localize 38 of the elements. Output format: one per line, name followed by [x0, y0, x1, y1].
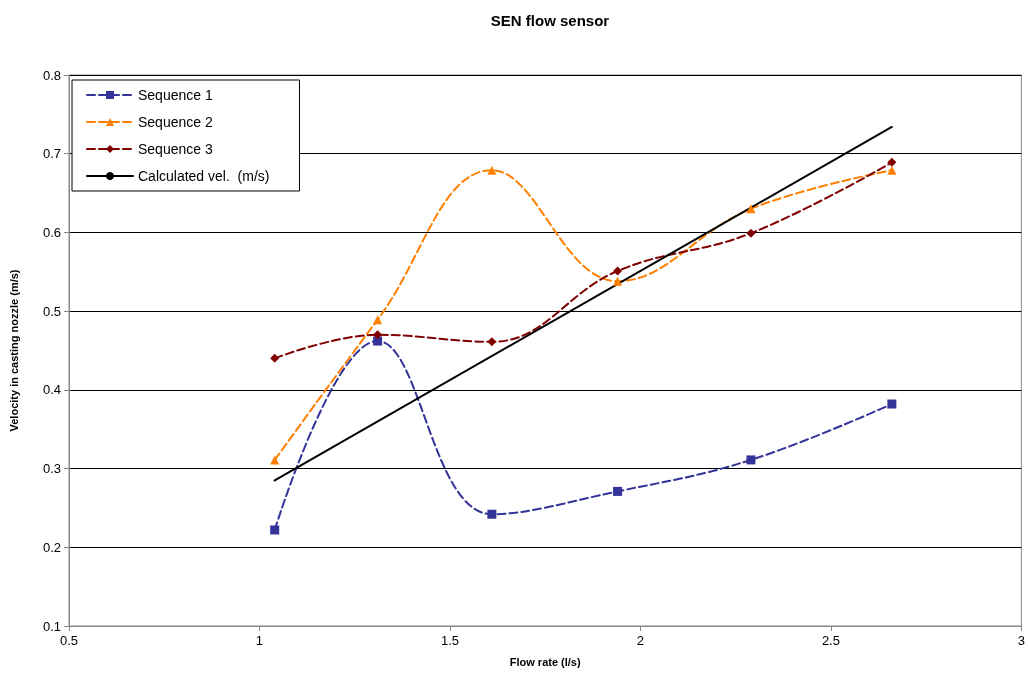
x-tick-label: 1: [255, 633, 264, 648]
x-tick-label: 2: [636, 633, 645, 648]
y-tick-label: 0.2: [42, 539, 61, 555]
point: [270, 525, 280, 535]
point: [270, 353, 280, 363]
y-tick-label: 0.1: [42, 618, 61, 634]
point: [746, 228, 756, 238]
y-tick-label: 0.7: [42, 146, 61, 162]
x-axis-title: Flow rate (l/s): [509, 655, 581, 668]
legend-label: Sequence 2: [138, 114, 213, 130]
y-tick-label: 0.4: [42, 382, 61, 398]
y-tick-label: 0.3: [42, 461, 61, 477]
point: [613, 486, 623, 496]
point: [487, 337, 497, 347]
point: [746, 455, 756, 465]
point: [887, 399, 897, 409]
point: [887, 157, 897, 167]
point: [373, 330, 383, 340]
legend-label: Sequence 3: [138, 141, 213, 157]
point: [746, 204, 756, 214]
y-tick-label: 0.6: [42, 224, 61, 240]
point: [487, 509, 497, 519]
point: [373, 336, 383, 346]
x-tick-label: 2.5: [821, 633, 840, 648]
point: [613, 266, 623, 276]
point: [373, 315, 383, 325]
chart-title: SEN flow sensor: [490, 12, 610, 29]
point: [487, 165, 497, 175]
y-tick-label: 0.8: [42, 67, 61, 83]
y-axis-title: Velocity in casting nozzle (m/s): [7, 269, 20, 432]
x-tick-label: 0.5: [59, 633, 79, 648]
x-tick-label: 1.5: [440, 633, 459, 648]
point: [887, 165, 897, 175]
x-tick-label: 3: [1017, 633, 1025, 648]
legend-label: Sequence 1: [138, 87, 213, 103]
y-tick-label: 0.5: [42, 303, 61, 319]
legend-label: Calculated vel. (m/s): [138, 168, 270, 184]
point: [613, 276, 623, 286]
